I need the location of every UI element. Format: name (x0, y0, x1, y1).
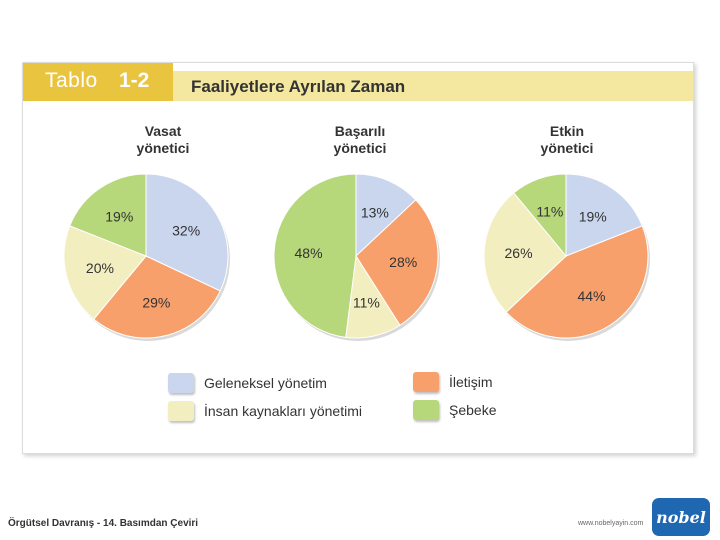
pie-slice-average-traditional (145, 173, 229, 292)
legend-swatch-communication (413, 372, 439, 392)
pie-title-effective-line1: Etkin (549, 123, 585, 139)
figure-panel: Tablo 1-2 Faaliyetlere Ayrılan Zaman Vas… (22, 62, 694, 454)
pie-title-successful-line1: Başarılı (334, 123, 386, 139)
pie-title-effective: Etkin yönetici (507, 123, 627, 157)
pie-title-successful: Başarılı yönetici (300, 123, 420, 157)
pie-slice-successful-traditional (355, 173, 417, 258)
legend-label-communication: İletişim (449, 374, 493, 390)
pie-label-effective-networking: 11% (536, 203, 563, 219)
pie-slice-effective-networking (513, 173, 567, 258)
pie-label-effective-hr: 26% (505, 245, 533, 261)
publisher-logo: nobel (652, 498, 710, 536)
pie-label-successful-networking: 48% (295, 245, 323, 261)
pie-label-effective-traditional: 19% (579, 209, 607, 225)
pie-slice-average-hr (63, 225, 147, 320)
legend-label-hr: İnsan kaynakları yönetimi (204, 403, 362, 419)
pie-title-average-line1: Vasat (144, 123, 182, 139)
pie-slice-successful-communication (355, 199, 439, 326)
pie-label-successful-communication: 28% (389, 254, 417, 270)
legend-swatch-traditional (168, 373, 194, 393)
footer-book-title: Örgütsel Davranış - 14. Basımdan Çeviri (8, 518, 199, 529)
pie-slice-successful-networking (273, 173, 357, 338)
legend-swatch-hr (168, 401, 194, 421)
pie-label-average-communication: 29% (142, 294, 170, 310)
legend-swatch-networking (413, 400, 439, 420)
table-tab: Tablo 1-2 (23, 63, 173, 101)
pie-slice-effective-communication (505, 225, 649, 339)
pie-slice-average-networking (69, 173, 147, 257)
publisher-logo-text: nobel (656, 507, 706, 527)
footer-url: www.nobelyayin.com (578, 520, 644, 527)
legend-label-traditional: Geleneksel yönetim (204, 375, 327, 391)
pie-title-average-line2: yönetici (136, 140, 190, 156)
pie-charts: 32% 29% 20% 19% 13% 28% 11% 48% 19% 44% 26% 11% (63, 173, 650, 341)
table-tab-number: 1-2 (119, 69, 150, 92)
pie-label-successful-traditional: 13% (361, 204, 389, 220)
pie-label-average-networking: 19% (105, 209, 133, 225)
pie-label-average-traditional: 32% (172, 223, 200, 239)
pie-slice-average-communication (93, 255, 221, 339)
pie-title-effective-line2: yönetici (540, 140, 594, 156)
figure-title: Faaliyetlere Ayrılan Zaman (191, 77, 406, 96)
pie-label-average-hr: 20% (86, 260, 114, 276)
pie-slice-effective-hr (483, 192, 567, 313)
pie-title-average: Vasat yönetici (103, 123, 223, 157)
legend-label-networking: Şebeke (449, 402, 497, 418)
pie-label-effective-communication: 44% (577, 288, 605, 304)
pie-title-successful-line2: yönetici (333, 140, 387, 156)
pie-label-successful-hr: 11% (353, 294, 380, 310)
pie-slice-effective-traditional (565, 173, 643, 257)
table-tab-word: Tablo (45, 69, 98, 92)
